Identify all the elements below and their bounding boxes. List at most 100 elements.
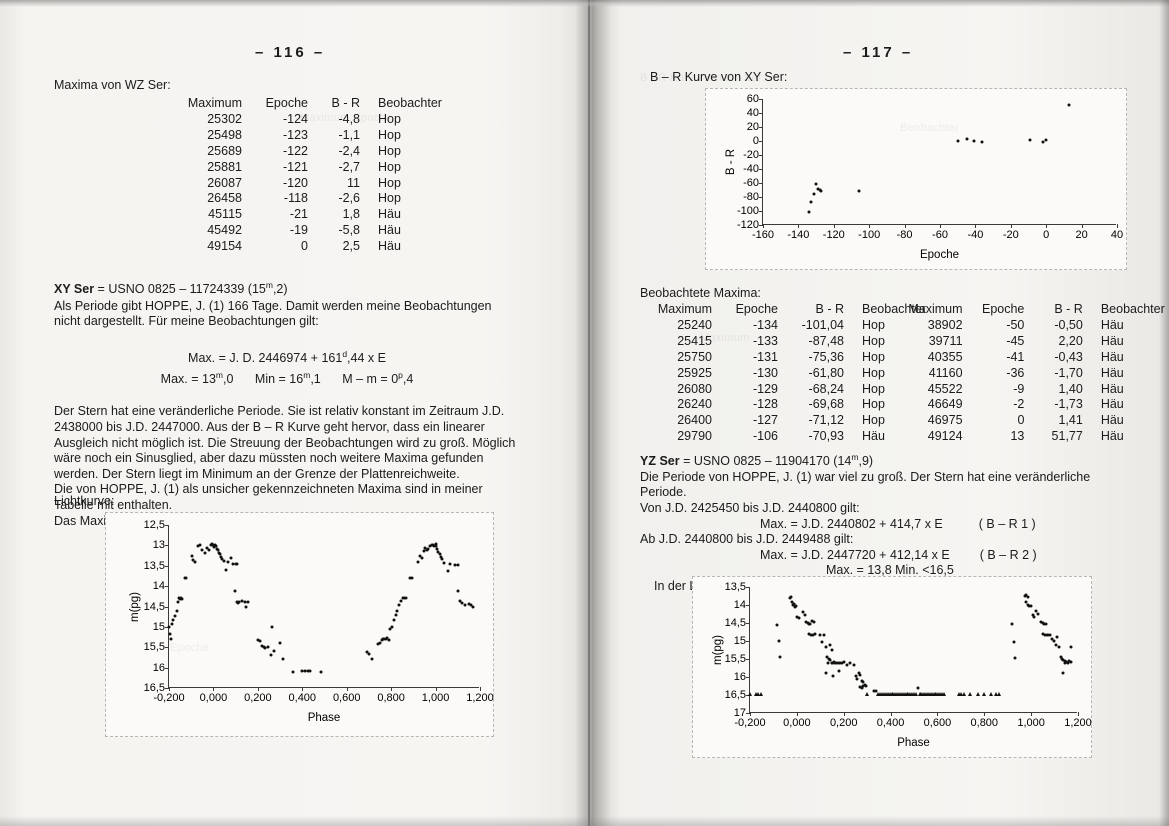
data-point [235,600,239,604]
table-cell: -127 [752,413,778,428]
xy-ser-para-3: Die von HOPPE, J. (1) als unsicher geken… [54,482,483,512]
table-cell: -1,70 [1054,365,1083,380]
table-cell: Hop [862,413,885,428]
table-cell: 26080 [677,381,712,396]
data-point [175,609,179,613]
table-cell: -106 [752,429,778,444]
data-point [196,544,200,548]
x-axis-tick-label: 1,200 [466,692,494,704]
data-point [458,599,462,603]
column-header: B - R [331,96,360,110]
upper-limit-marker [968,691,973,696]
table-cell: -131 [752,349,778,364]
x-axis-tick-label: 0,600 [332,692,361,704]
data-point [376,642,380,646]
y-axis-tick-label: -100 [736,205,759,217]
table-cell: Hop [862,317,885,332]
data-point [387,638,391,642]
table-cell: 2,5 [342,239,360,254]
data-point [1069,645,1073,649]
data-point [1055,635,1059,639]
yz-ser-formula-1-tag: ( B – R 1 ) [978,516,1036,531]
column-header: Beobachter [378,96,442,110]
data-point [819,189,823,193]
data-point [864,684,868,688]
data-point [861,680,865,684]
x-axis-tick-mark [302,687,304,691]
data-point [218,552,222,556]
table-row: 29790 -106 -70,93 Häu [640,429,932,445]
x-axis-title: Phase [897,737,930,749]
table-cell: -9 [1013,381,1025,396]
table-cell: -61,80 [808,365,844,380]
data-point [167,625,171,629]
br-kurve-label-xy-ser: B – R Kurve von XY Ser: [650,70,788,84]
table-cell: 25240 [677,317,712,332]
y-axis-tick-mark [746,587,750,588]
table-row: 25750 -131 -75,36 Hop [640,350,932,366]
y-axis-tick-label: 16 [733,671,746,683]
table-row: 25689 -122 -2,4 Hop [168,144,448,160]
table-row: 49124 13 51,77 Häu [896,429,1169,445]
table-cell: -4,8 [338,111,360,126]
yz-ser-formula-1: Max. = J.D. 2440802 + 414,7 x E [760,516,943,531]
table-cell: Häu [378,223,401,238]
data-point [1045,633,1049,637]
table-cell: 13 [1010,429,1025,444]
data-point [434,542,438,546]
y-axis-tick-label: 20 [746,121,759,133]
upper-limit-marker [759,691,764,696]
data-point [408,576,412,580]
data-point [812,620,816,624]
data-point [807,632,811,636]
table-cell: 45115 [208,207,242,222]
data-point [972,139,976,143]
maxima-heading-wz-ser: Maxima von WZ Ser: [54,78,171,92]
x-axis-tick-mark [750,712,751,716]
table-cell: 25302 [207,111,242,126]
data-point [848,661,852,665]
table-cell: 46649 [927,397,963,412]
table-cell: Hop [862,397,885,412]
table-cell: 25498 [207,127,242,142]
table-cell: -128 [752,397,778,412]
xy-ser-para-2: Der Stern hat eine veränderliche Periode… [54,404,516,481]
data-point [980,140,984,144]
x-axis-tick-label: 0 [1043,229,1050,241]
data-point [169,637,173,641]
table-cell: -124 [282,111,308,126]
y-axis-tick-label: 40 [746,107,759,119]
data-point [423,546,427,550]
table-cell: 1,40 [1058,381,1083,396]
data-point [1067,103,1071,107]
data-point [1041,140,1045,144]
data-point [807,210,811,214]
formula2-max: Max. = 13 [160,371,216,386]
table-cell: 0 [1017,413,1025,428]
table-cell: 49154 [207,239,242,254]
data-point [818,188,822,192]
column-header: B - R [1054,302,1083,316]
table-row: 26087 -120 11 Hop [168,176,448,192]
data-point [801,610,805,614]
table-cell: Hop [862,333,885,348]
data-point [1034,609,1038,613]
y-axis-tick-label: 14 [152,580,165,593]
table-cell: -50 [1006,317,1025,332]
data-point [1029,604,1033,608]
data-point [270,625,274,629]
lichtkurve-label-xy-ser: Lichtkurve: [54,494,115,508]
data-point [826,661,830,665]
x-axis-tick-label: 0,800 [970,717,999,729]
data-point [370,657,374,661]
data-point [854,674,858,678]
table-cell: -45 [1006,333,1025,348]
data-point [1050,637,1054,641]
data-point [1057,645,1061,649]
table-cell: -5,8 [338,223,360,238]
formula2-min-post: ,1 [310,371,321,386]
data-point [812,192,816,196]
table-row: 49154 0 2,5 Häu [168,239,448,255]
x-axis-tick-mark [833,224,835,228]
table-cell: -134 [752,317,778,332]
